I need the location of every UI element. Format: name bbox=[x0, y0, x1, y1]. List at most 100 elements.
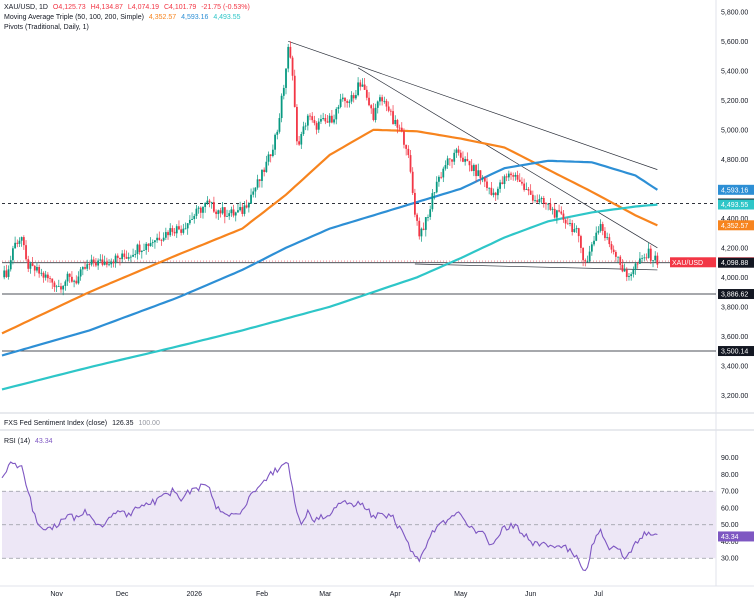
candle-body bbox=[418, 220, 421, 237]
legend-ma100: 4,593.16 bbox=[181, 14, 209, 21]
rsi-tick-label: 60.00 bbox=[721, 505, 739, 512]
candle-body bbox=[239, 207, 242, 211]
candle-body bbox=[553, 208, 556, 218]
candle-body bbox=[243, 205, 246, 214]
candle-body bbox=[335, 108, 338, 120]
candle-body bbox=[73, 280, 75, 282]
candle-body bbox=[25, 245, 27, 260]
candle-body bbox=[287, 46, 290, 69]
candle-body bbox=[241, 207, 244, 214]
legend-open: O4,125.73 bbox=[52, 4, 86, 11]
candle-body bbox=[385, 100, 388, 107]
candle-body bbox=[149, 243, 152, 247]
candle-body bbox=[234, 212, 237, 216]
candle-body bbox=[64, 281, 67, 286]
candle-body bbox=[29, 263, 32, 269]
candle-body bbox=[322, 117, 325, 119]
candle-body bbox=[136, 244, 139, 254]
candle-body bbox=[619, 256, 622, 265]
candle-body bbox=[103, 261, 106, 265]
candle-body bbox=[440, 176, 443, 178]
candle-body bbox=[188, 219, 191, 224]
candle-body bbox=[593, 240, 595, 245]
candle-body bbox=[577, 228, 580, 237]
price-tag bbox=[718, 289, 754, 300]
candle-body bbox=[57, 286, 60, 287]
candle-body bbox=[123, 253, 126, 257]
candle-body bbox=[352, 95, 355, 99]
candle-body bbox=[398, 127, 401, 129]
candle-body bbox=[27, 259, 30, 269]
candle-body bbox=[483, 177, 486, 182]
candle-body bbox=[147, 243, 150, 247]
candle-body bbox=[289, 46, 292, 58]
time-axis-label: Jul bbox=[594, 591, 603, 598]
candle-body bbox=[199, 207, 202, 213]
candle-body bbox=[127, 257, 130, 259]
candle-body bbox=[444, 165, 447, 169]
candle-body bbox=[291, 57, 294, 76]
candle-body bbox=[453, 152, 456, 162]
legend-row-ma: Moving Average Triple (50, 100, 200, Sim… bbox=[4, 13, 244, 22]
candle-body bbox=[420, 228, 423, 237]
candle-body bbox=[160, 240, 163, 241]
candle-body bbox=[68, 273, 71, 277]
legend-rsi-label: RSI (14) bbox=[4, 438, 31, 445]
candle-body bbox=[219, 210, 222, 214]
candle-body bbox=[180, 229, 183, 233]
candle-body bbox=[193, 215, 196, 220]
candle-body bbox=[442, 168, 445, 178]
candle-body bbox=[86, 264, 89, 269]
candle-body bbox=[206, 200, 209, 203]
candle-body bbox=[3, 270, 6, 278]
candle-body bbox=[462, 157, 464, 162]
candle-body bbox=[88, 264, 91, 266]
candle-body bbox=[416, 214, 418, 221]
candle-body bbox=[230, 209, 233, 214]
candle-body bbox=[365, 89, 368, 98]
price-tick-label: 4,400.00 bbox=[721, 216, 748, 223]
candle-body bbox=[595, 232, 598, 241]
candle-body bbox=[221, 207, 224, 214]
candle-body bbox=[328, 115, 331, 123]
candle-body bbox=[599, 224, 602, 231]
candle-body bbox=[232, 209, 235, 216]
candle-body bbox=[503, 176, 506, 184]
candle-body bbox=[582, 247, 585, 261]
candle-body bbox=[536, 200, 539, 203]
candle-body bbox=[274, 134, 276, 150]
price-tag bbox=[718, 220, 754, 231]
candle-body bbox=[431, 193, 434, 210]
candle-body bbox=[9, 260, 12, 270]
candle-body bbox=[129, 256, 132, 258]
candle-body bbox=[411, 171, 414, 193]
price-tick-label: 5,000.00 bbox=[721, 127, 748, 134]
candle-body bbox=[269, 154, 272, 156]
candle-body bbox=[31, 263, 34, 266]
candle-body bbox=[164, 232, 167, 238]
candle-body bbox=[584, 260, 587, 262]
price-tag bbox=[718, 257, 754, 268]
candle-body bbox=[446, 158, 449, 166]
candle-body bbox=[403, 131, 405, 145]
candle-body bbox=[197, 207, 200, 209]
price-tick-label: 3,400.00 bbox=[721, 363, 748, 370]
candle-body bbox=[448, 158, 451, 160]
candle-body bbox=[267, 154, 270, 162]
candle-body bbox=[162, 237, 165, 241]
candle-body bbox=[280, 95, 283, 119]
candle-body bbox=[355, 95, 357, 99]
trendline bbox=[357, 67, 658, 249]
candle-body bbox=[435, 181, 438, 193]
candle-body bbox=[121, 253, 124, 260]
candle-body bbox=[71, 276, 73, 282]
candle-body bbox=[191, 219, 193, 220]
candle-body bbox=[350, 95, 353, 102]
candle-body bbox=[99, 259, 102, 261]
candle-body bbox=[42, 272, 45, 278]
candle-body bbox=[529, 190, 532, 195]
candle-body bbox=[125, 256, 128, 259]
candle-body bbox=[359, 82, 362, 87]
candle-body bbox=[409, 155, 412, 172]
candle-body bbox=[424, 217, 427, 230]
